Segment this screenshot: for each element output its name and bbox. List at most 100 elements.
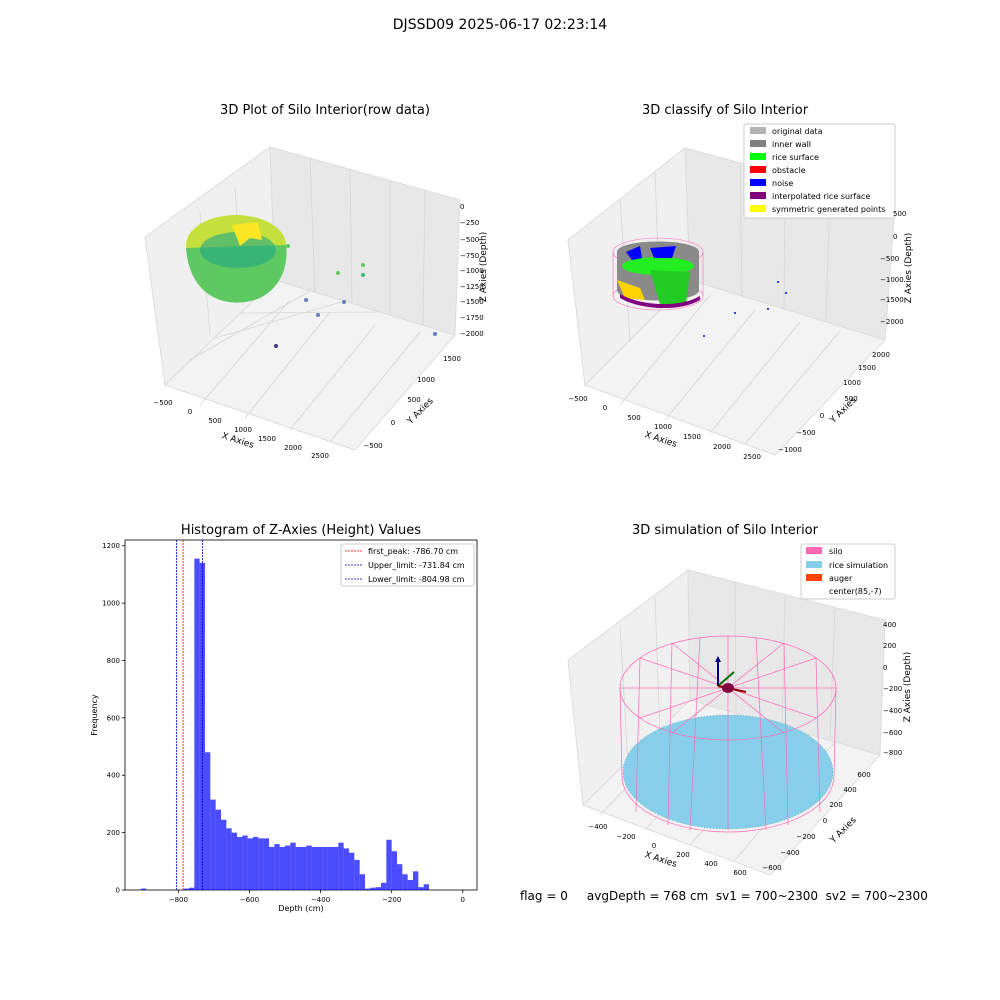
panel2-rice-surface — [622, 257, 694, 275]
histogram-bar — [183, 888, 189, 890]
histogram-bar — [210, 799, 216, 890]
panel1-xtick: −500 — [153, 399, 172, 407]
histogram-bar — [242, 835, 248, 890]
histogram-bar — [189, 887, 195, 890]
panel4-ytick: 600 — [857, 771, 870, 779]
histogram-bar — [215, 809, 221, 890]
panel2-rice-surface-front — [650, 270, 690, 305]
panel2-ytick: 2000 — [872, 351, 890, 359]
svg-text:Lower_limit: -804.98 cm: Lower_limit: -804.98 cm — [368, 575, 465, 584]
panel4-xtick: 0 — [652, 842, 656, 850]
panel1-ztick: −750 — [460, 252, 479, 260]
histogram-xticks: −800 −600 −400 −200 0 — [169, 890, 465, 904]
legend-item: Lower_limit: -804.98 cm — [345, 575, 465, 584]
histogram-bar — [397, 864, 403, 890]
svg-text:obstacle: obstacle — [772, 166, 806, 175]
histogram-bar — [349, 852, 355, 890]
panel4-ytick: −200 — [796, 833, 815, 841]
histogram-bar — [306, 845, 312, 890]
panel2-ytick: −1000 — [778, 446, 802, 454]
panel2-interpolated-surface — [620, 294, 700, 309]
panel1-ytick: 0 — [391, 419, 395, 427]
histogram-bar — [290, 842, 296, 890]
panel1-xtick: 500 — [208, 417, 221, 425]
histogram-bar — [370, 887, 376, 890]
histogram-ytick-label: 0 — [116, 887, 120, 895]
panel4-ylabel: Y Axies — [828, 815, 859, 846]
histogram-bar — [285, 845, 291, 890]
histogram-reference-lines — [176, 540, 203, 890]
figure-title: DJSSD09 2025-06-17 02:23:14 — [392, 17, 608, 33]
panel4-xtick: −400 — [588, 823, 607, 831]
panel1-point-cloud-top — [232, 222, 262, 246]
svg-text:silo: silo — [829, 547, 843, 556]
panel1-ztick: −500 — [460, 236, 479, 244]
panel2-symmetric-points — [617, 280, 645, 300]
histogram-bar — [375, 887, 381, 890]
panel4-zlabel: Z Axies (Depth) — [903, 652, 913, 723]
panel2-ztick: −1000 — [880, 276, 904, 284]
histogram-xtick-label: −400 — [311, 896, 330, 904]
panel2-legend: original data inner wall rice surface ob… — [743, 123, 896, 219]
panel1-ztick: 0 — [460, 203, 464, 211]
legend-item: symmetric generated points — [750, 205, 885, 214]
panel4-xlabel: X Axies — [643, 850, 678, 870]
svg-text:inner wall: inner wall — [772, 140, 811, 149]
histogram-bar — [386, 839, 392, 890]
legend-item: rice surface — [750, 153, 819, 162]
histogram-bar — [317, 846, 323, 890]
panel2-xtick: 2500 — [743, 453, 761, 461]
panel1-ztick: −250 — [460, 219, 479, 227]
panel1-xtick: 2500 — [311, 452, 329, 460]
histogram-bar — [205, 752, 211, 890]
legend-item: auger — [806, 574, 853, 583]
panel4-xtick: 400 — [704, 860, 717, 868]
histogram-bar — [258, 838, 264, 890]
panel4-ztick: 200 — [883, 642, 896, 650]
histogram-bar — [221, 819, 227, 890]
histogram-bar — [407, 879, 413, 890]
legend-item: interpolated rice surface — [750, 192, 870, 201]
panel2-zlabel: Z Axies (Depth) — [904, 233, 914, 304]
legend-item: silo — [806, 547, 843, 556]
histogram-yticks: 0 200 400 600 800 1000 1200 — [102, 542, 125, 895]
panel2-ytick: 500 — [844, 395, 857, 403]
histogram-xlabel: Depth (cm) — [278, 904, 323, 913]
panel4-title: 3D simulation of Silo Interior — [632, 523, 818, 538]
histogram-bar — [391, 851, 397, 890]
panel2-ytick: 0 — [820, 412, 824, 420]
legend-item: inner wall — [750, 140, 811, 149]
panel2-xtick: 500 — [627, 414, 640, 422]
svg-text:auger: auger — [829, 574, 853, 583]
histogram-bar — [354, 859, 360, 890]
histogram-xtick-label: −600 — [240, 896, 259, 904]
panel1-ytick: 1500 — [443, 355, 461, 363]
panel4-ztick: −200 — [883, 685, 902, 693]
panel1-ztick: −1750 — [460, 314, 484, 322]
legend-item: obstacle — [750, 166, 806, 175]
histogram-bar — [194, 558, 200, 890]
panel4-ytick: −400 — [780, 849, 799, 857]
histogram-bar — [381, 882, 387, 890]
legend-item: original data — [750, 127, 823, 136]
legend-item: Upper_limit: -731.84 cm — [345, 561, 465, 570]
histogram-ytick-label: 200 — [107, 829, 120, 837]
svg-text:center(85,-7): center(85,-7) — [829, 587, 882, 596]
histogram-ytick-label: 1000 — [102, 600, 120, 608]
panel4-ztick: 0 — [883, 664, 887, 672]
histogram-bar — [333, 846, 339, 890]
histogram-bar — [365, 888, 371, 890]
panel2-xtick: 0 — [603, 404, 607, 412]
legend-item: noise — [750, 179, 793, 188]
histogram-bar — [269, 846, 275, 890]
panel4-ztick: −800 — [883, 749, 902, 757]
histogram-bar — [226, 828, 232, 890]
panel1-outlier-points — [274, 244, 437, 348]
svg-text:original data: original data — [772, 127, 823, 136]
histogram-bar — [301, 846, 307, 890]
histogram-legend: first_peak: -786.70 cm Upper_limit: -731… — [340, 543, 475, 587]
